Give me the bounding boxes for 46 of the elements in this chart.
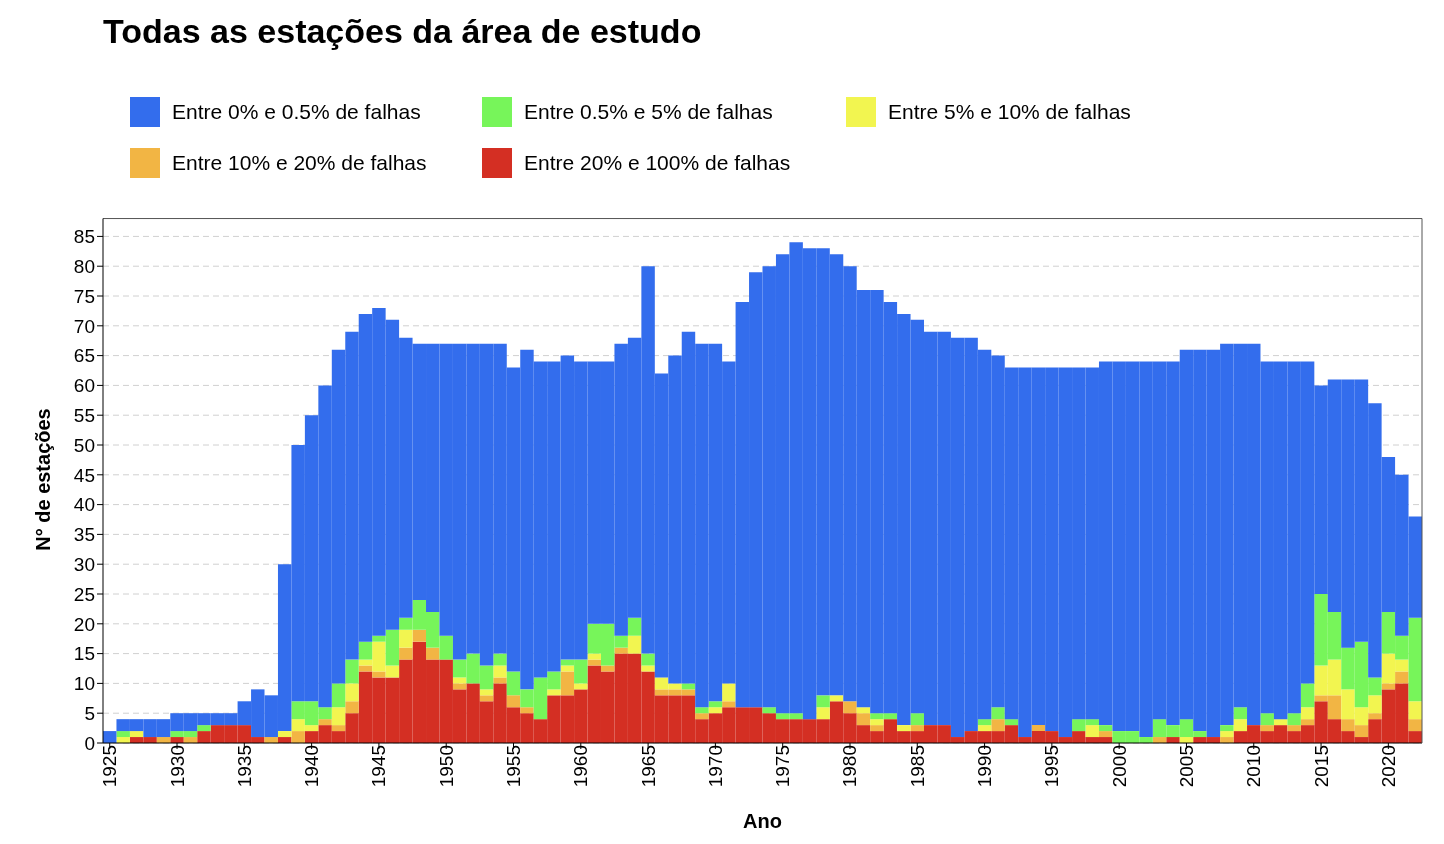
legend-label: Entre 20% e 100% de falhas <box>524 149 792 176</box>
y-tick-label: 50 <box>73 434 95 456</box>
x-tick-label: 1940 <box>301 745 323 788</box>
x-tick-label: 1985 <box>906 745 928 788</box>
x-tick-label: 1935 <box>233 745 255 788</box>
y-tick-label: 80 <box>73 255 95 277</box>
x-tick-label: 1950 <box>435 745 457 788</box>
y-tick-label: 70 <box>73 315 95 337</box>
y-tick-label: 0 <box>84 732 95 754</box>
x-tick-label: 1975 <box>772 745 794 788</box>
y-tick-label: 55 <box>73 404 95 426</box>
y-tick-label: 20 <box>73 613 95 635</box>
x-tick-label: 1970 <box>704 745 726 788</box>
x-tick-label: 2005 <box>1175 745 1197 788</box>
x-tick-label: 1995 <box>1041 745 1063 788</box>
x-tick-label: 1930 <box>166 745 188 788</box>
chart-title: Todas as estações da área de estudo <box>103 12 703 52</box>
y-tick-label: 40 <box>73 494 95 516</box>
x-tick-label: 2010 <box>1243 745 1265 788</box>
y-tick-label: 15 <box>73 643 95 665</box>
y-tick-label: 60 <box>73 375 95 397</box>
x-tick-label: 1945 <box>368 745 390 788</box>
x-tick-label: 2015 <box>1310 745 1332 788</box>
legend-label: Entre 5% e 10% de falhas <box>888 98 1132 125</box>
y-tick-label: 10 <box>73 673 95 695</box>
y-axis-title: N° de estações <box>32 408 55 551</box>
y-tick-label: 45 <box>73 464 95 486</box>
x-tick-label: 2000 <box>1108 745 1130 788</box>
y-tick-label: 75 <box>73 285 95 307</box>
x-axis-title: Ano <box>743 810 782 832</box>
x-tick-label: 2020 <box>1377 745 1399 788</box>
y-tick-label: 5 <box>84 702 95 724</box>
x-tick-label: 1925 <box>99 745 121 788</box>
x-tick-label: 1980 <box>839 745 861 788</box>
x-tick-label: 1965 <box>637 745 659 788</box>
y-tick-label: 65 <box>73 345 95 367</box>
y-tick-label: 25 <box>73 583 95 605</box>
legend-label: Entre 10% e 20% de falhas <box>172 149 428 176</box>
y-tick-label: 35 <box>73 524 95 546</box>
y-tick-label: 85 <box>73 226 95 248</box>
y-tick-label: 30 <box>73 553 95 575</box>
legend-label: Entre 0% e 0.5% de falhas <box>172 98 422 125</box>
x-tick-label: 1955 <box>503 745 524 788</box>
x-tick-label: 1990 <box>974 745 996 788</box>
legend-label: Entre 0.5% e 5% de falhas <box>524 98 774 125</box>
x-tick-label: 1960 <box>570 745 592 788</box>
